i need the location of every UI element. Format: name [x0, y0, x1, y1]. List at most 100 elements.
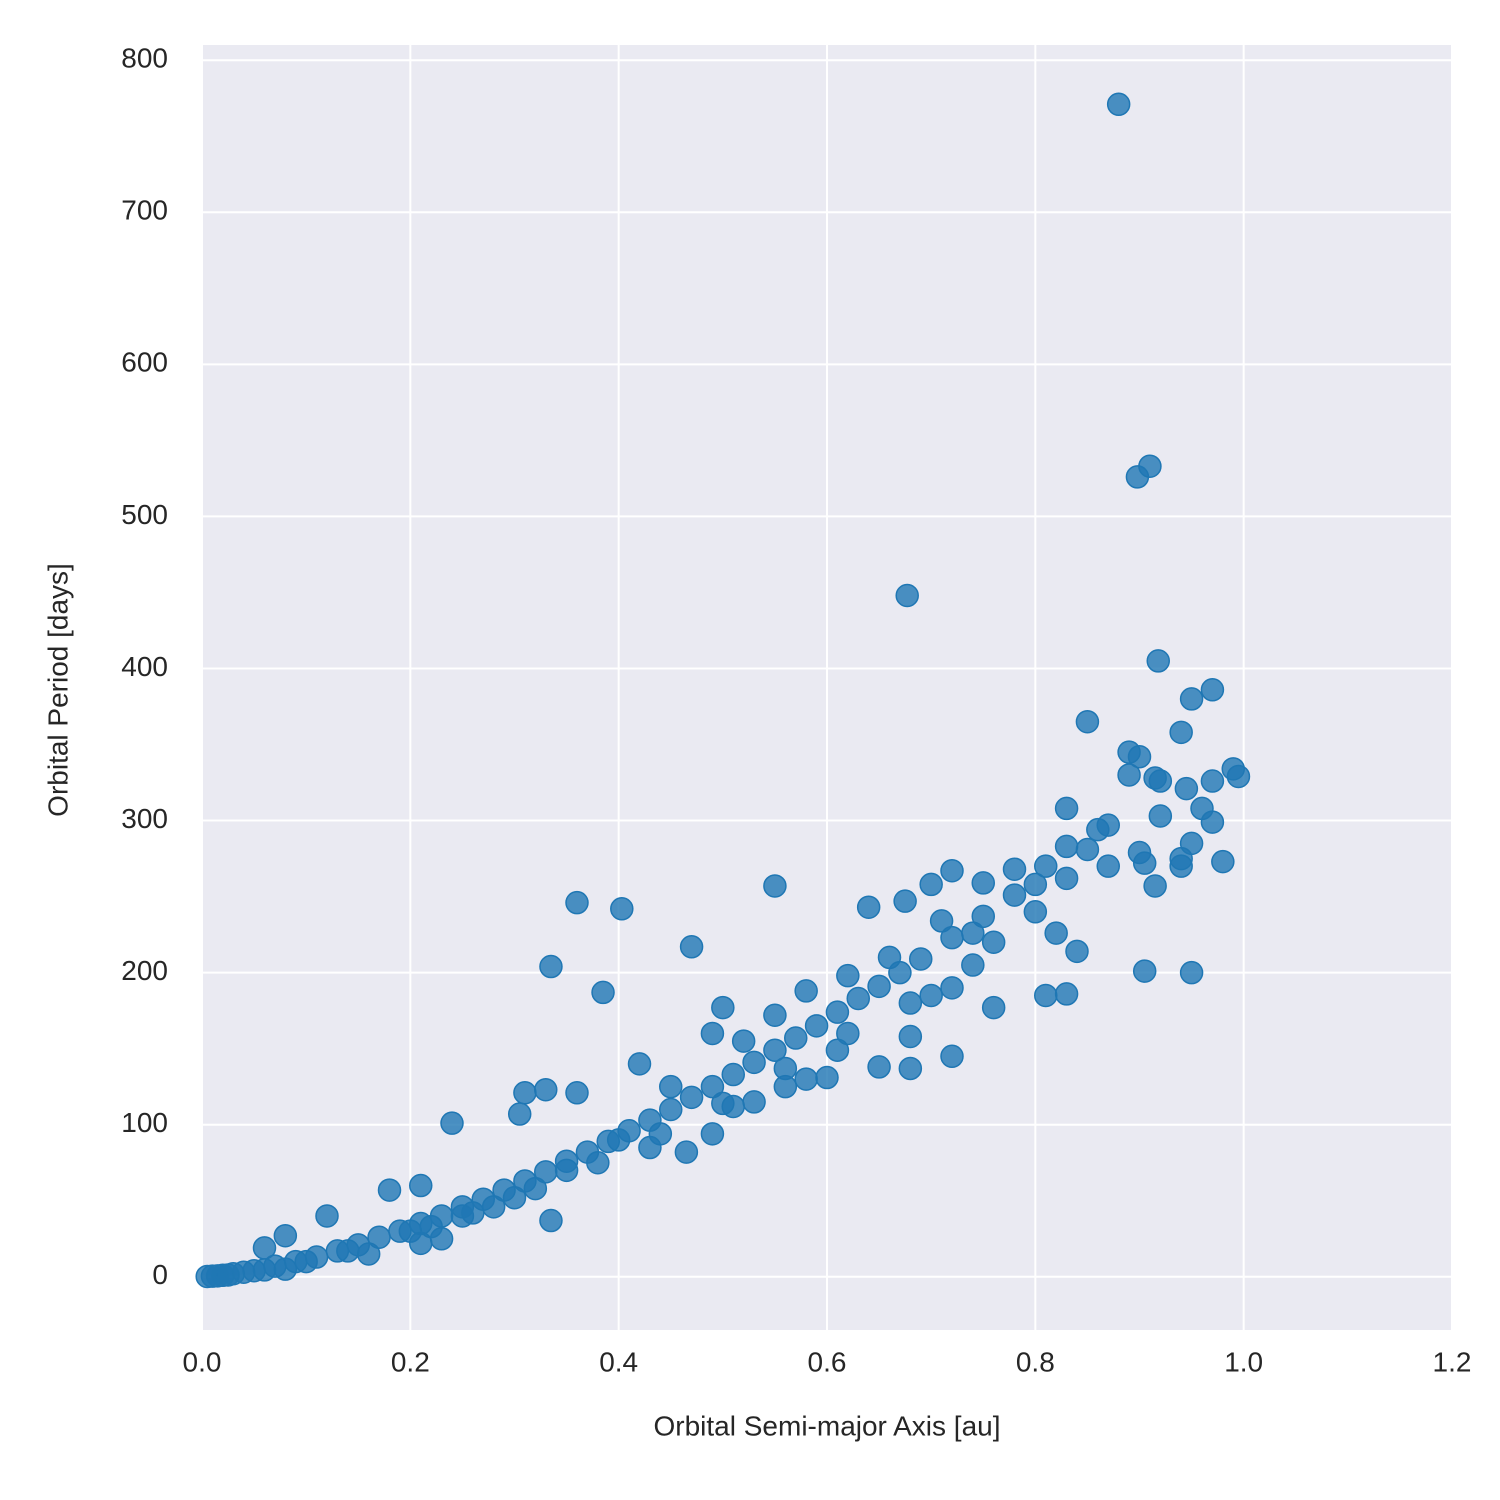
y-tick-label: 500 — [121, 499, 168, 530]
point — [961, 953, 985, 977]
point — [659, 1074, 683, 1099]
point — [1146, 649, 1170, 673]
point — [610, 897, 634, 921]
point — [1054, 982, 1079, 1006]
y-axis-label: Orbital Period [days] — [42, 563, 73, 817]
point — [773, 1056, 798, 1081]
point — [513, 1081, 537, 1105]
point — [1002, 857, 1027, 881]
point — [700, 1021, 725, 1046]
point — [898, 991, 923, 1015]
point — [898, 1024, 923, 1049]
point — [1106, 92, 1131, 117]
point — [804, 1014, 829, 1038]
point — [1179, 687, 1204, 711]
point — [523, 1176, 548, 1201]
point — [565, 890, 589, 915]
point — [929, 909, 954, 933]
point — [940, 1044, 964, 1069]
point — [1169, 854, 1193, 878]
point — [1174, 776, 1199, 801]
point — [1034, 983, 1058, 1008]
point — [981, 930, 1006, 954]
point — [971, 871, 995, 895]
point — [591, 980, 615, 1005]
point — [507, 1102, 532, 1126]
point — [1200, 769, 1225, 793]
point — [888, 960, 912, 985]
point — [648, 1122, 673, 1146]
x-tick-label: 0.0 — [183, 1346, 222, 1377]
point — [1143, 874, 1167, 898]
point — [794, 979, 818, 1003]
point — [1075, 837, 1100, 862]
point — [1065, 939, 1089, 964]
point — [1169, 720, 1193, 745]
point — [419, 1214, 443, 1239]
y-tick-label: 700 — [121, 195, 168, 226]
point — [711, 995, 735, 1020]
point — [565, 1081, 589, 1105]
y-tick-label: 400 — [121, 651, 168, 682]
y-tick-label: 300 — [121, 803, 168, 834]
point — [1200, 678, 1225, 702]
x-tick-label: 0.6 — [808, 1346, 847, 1377]
point — [539, 1208, 563, 1233]
point — [294, 1249, 318, 1274]
point — [659, 1097, 683, 1122]
point — [1226, 764, 1251, 789]
point — [763, 1003, 787, 1027]
point — [1054, 834, 1079, 859]
x-tick-label: 1.0 — [1224, 1346, 1263, 1377]
point — [1075, 709, 1100, 734]
point — [731, 1029, 756, 1053]
point — [586, 1150, 610, 1175]
point — [554, 1158, 579, 1183]
point — [534, 1077, 558, 1102]
point — [627, 1052, 652, 1076]
point — [784, 1026, 808, 1050]
point — [836, 1021, 860, 1046]
point — [940, 925, 964, 950]
x-tick-label: 0.2 — [391, 1346, 430, 1377]
point — [940, 858, 964, 883]
y-tick-label: 600 — [121, 347, 168, 378]
point — [700, 1122, 725, 1146]
point — [1148, 804, 1173, 828]
point — [481, 1195, 506, 1219]
x-axis-label: Orbital Semi-major Axis [au] — [654, 1410, 1001, 1441]
point — [377, 1178, 402, 1202]
point — [1034, 854, 1058, 878]
point — [315, 1204, 339, 1228]
point — [909, 947, 933, 971]
point — [919, 983, 943, 1008]
point — [679, 935, 704, 959]
point — [1023, 900, 1048, 924]
point — [1211, 849, 1235, 874]
point — [856, 895, 881, 919]
point — [1179, 960, 1204, 985]
point — [971, 904, 995, 929]
point — [919, 872, 943, 897]
point — [893, 889, 917, 913]
point — [1054, 796, 1079, 821]
point — [711, 1091, 735, 1116]
point — [867, 1055, 891, 1079]
point — [252, 1258, 277, 1282]
point — [700, 1074, 725, 1099]
point — [1127, 744, 1152, 769]
point — [981, 995, 1006, 1020]
x-tick-label: 1.2 — [1433, 1346, 1472, 1377]
point — [336, 1239, 360, 1263]
point — [502, 1185, 527, 1210]
y-tick-label: 800 — [121, 43, 168, 74]
point — [1148, 769, 1173, 793]
point — [763, 1038, 787, 1062]
point — [794, 1067, 818, 1091]
point — [1132, 851, 1157, 875]
point — [825, 1000, 850, 1024]
point — [409, 1173, 433, 1198]
point — [895, 583, 919, 608]
point — [1044, 921, 1068, 945]
